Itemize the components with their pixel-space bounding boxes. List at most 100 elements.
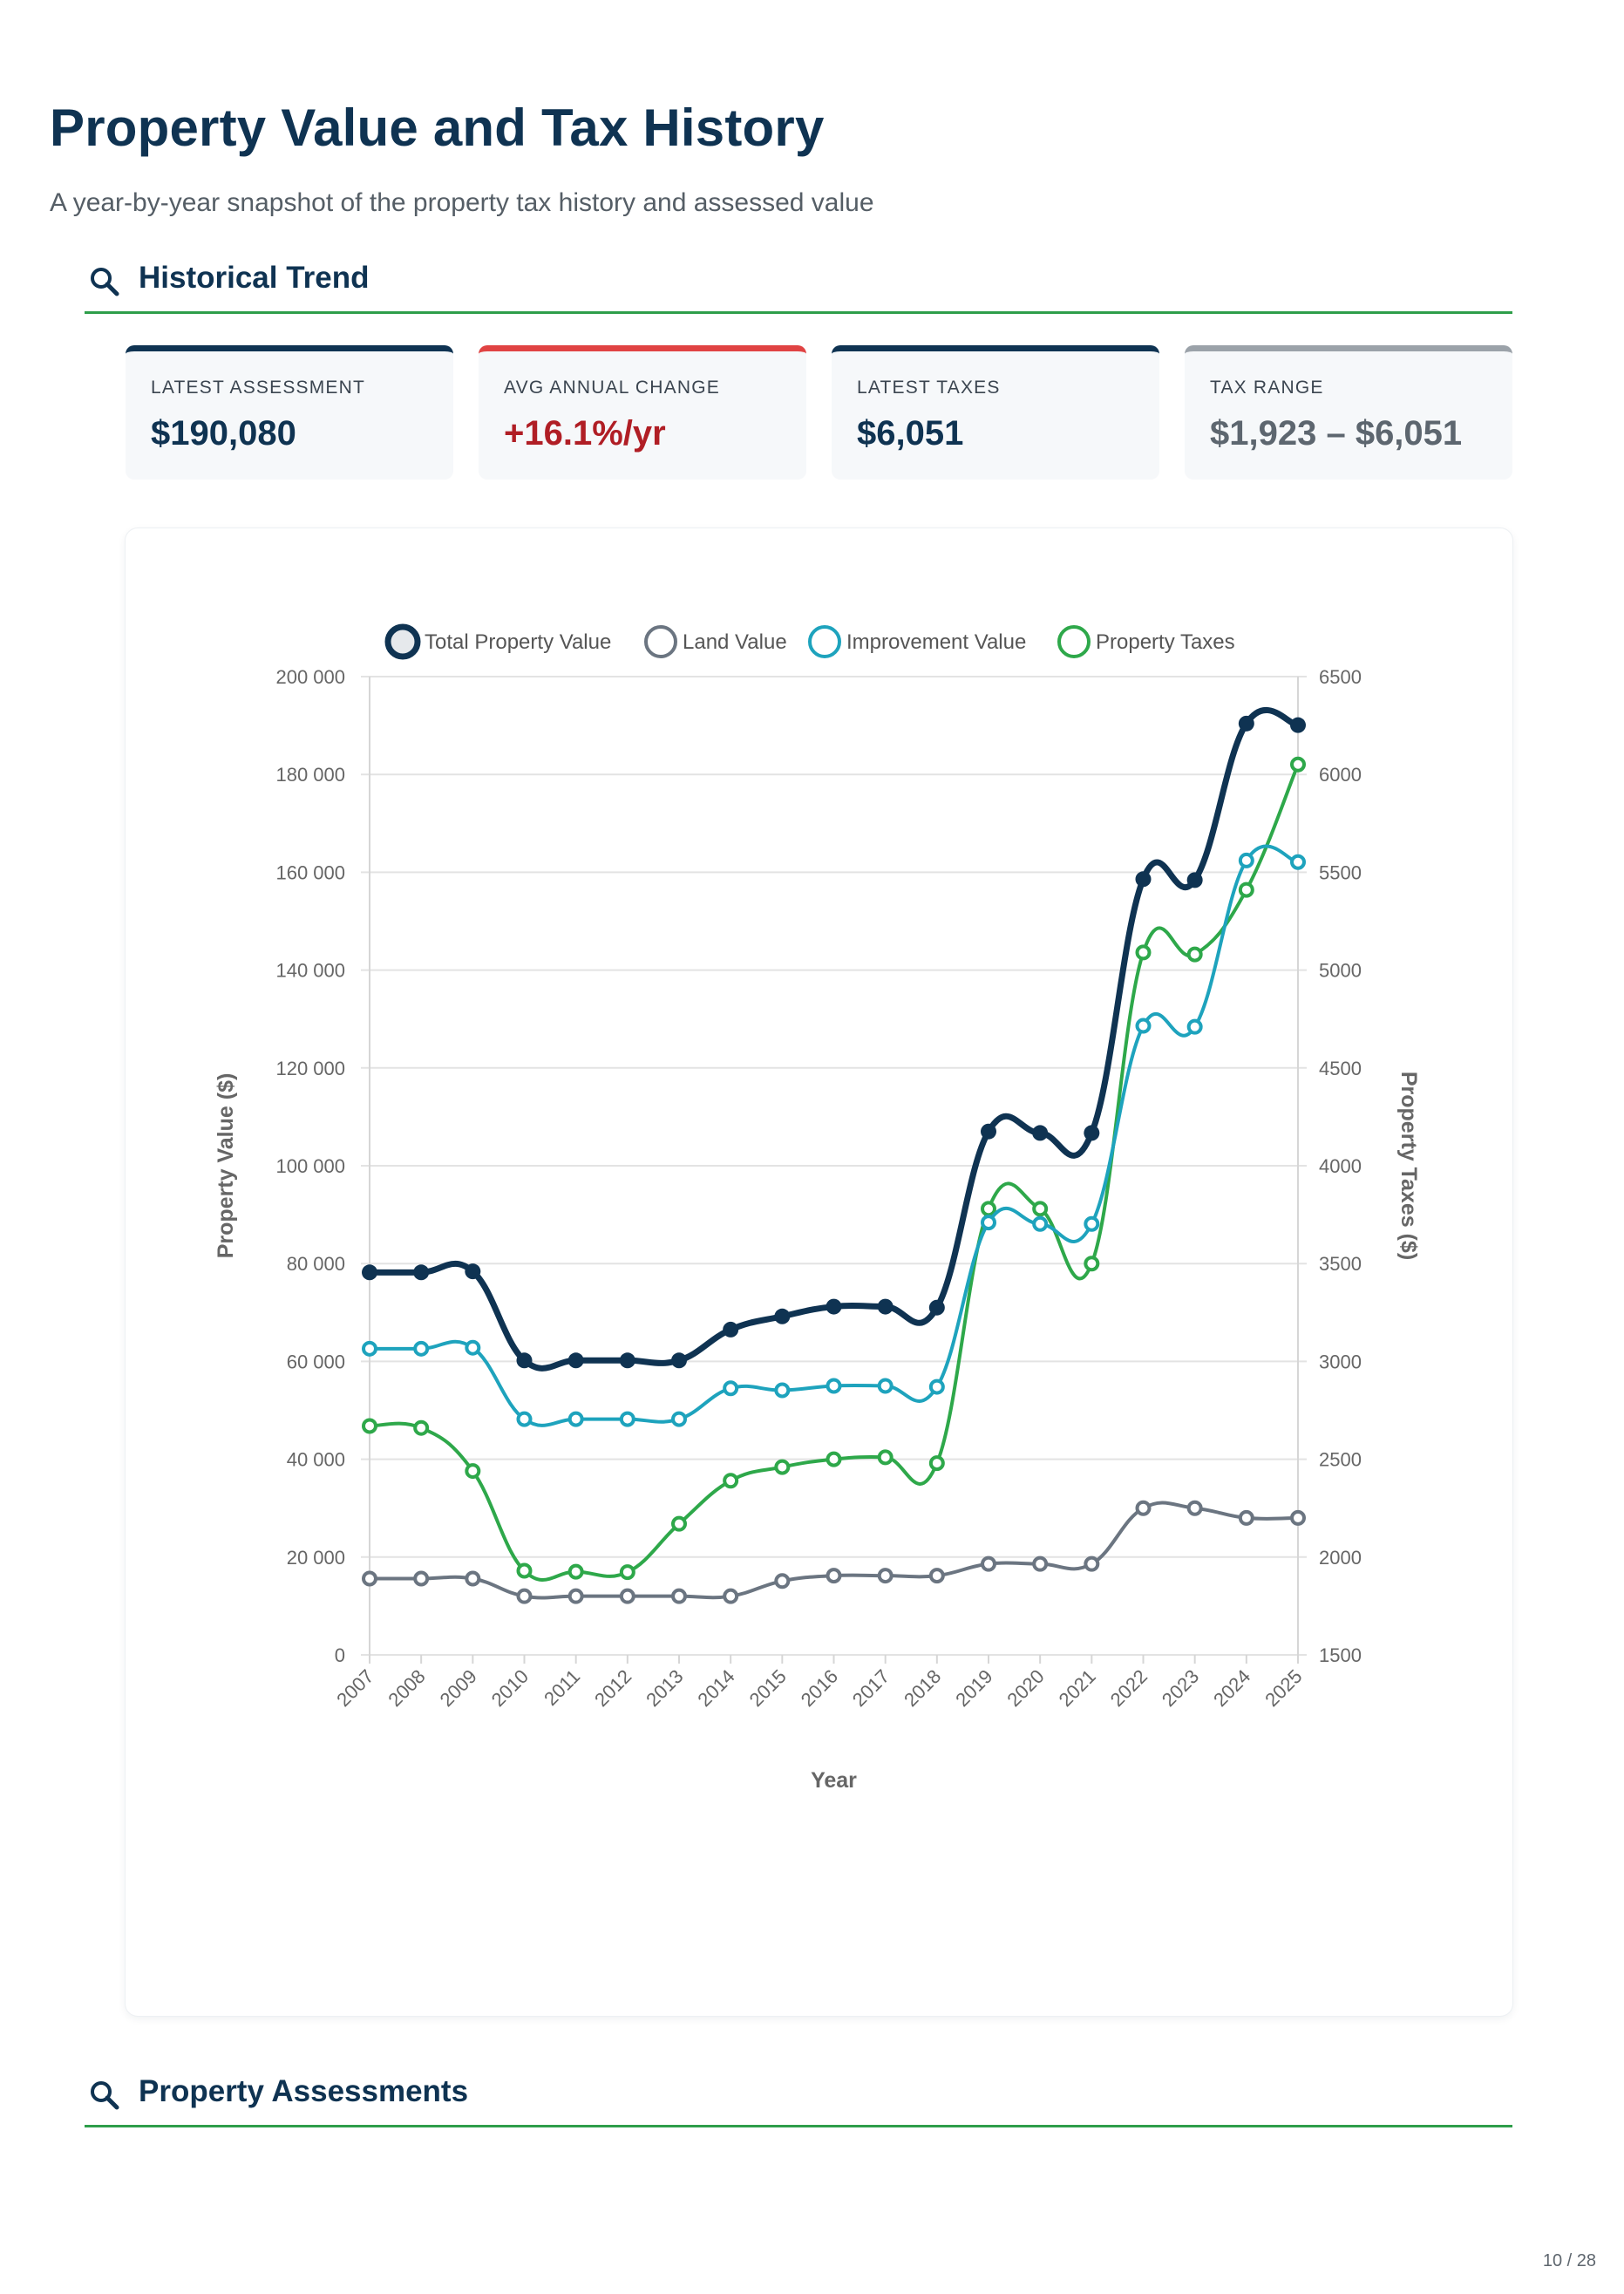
x-tick-label: 2022 — [1106, 1665, 1152, 1711]
y2-tick-label: 2000 — [1319, 1547, 1362, 1569]
card-label: LATEST ASSESSMENT — [151, 378, 366, 398]
y-tick-label: 40 000 — [287, 1449, 345, 1471]
data-point — [1135, 871, 1152, 888]
x-tick-label: 2019 — [951, 1665, 996, 1711]
data-point — [413, 1570, 430, 1587]
data-point — [826, 1298, 842, 1315]
data-point — [516, 1562, 533, 1579]
y-tick-label: 160 000 — [275, 861, 345, 883]
data-point — [413, 1264, 430, 1281]
y-tick-label: 120 000 — [275, 1058, 345, 1079]
summary-cards: LATEST ASSESSMENT $190,080 AVG ANNUAL CH… — [126, 345, 1512, 480]
y2-tick-label: 3000 — [1319, 1351, 1362, 1372]
data-point — [877, 1298, 894, 1315]
y2-tick-label: 4500 — [1319, 1058, 1362, 1079]
page-subtitle: A year-by-year snapshot of the property … — [50, 188, 874, 217]
data-point — [1186, 1500, 1203, 1516]
x-tick-label: 2010 — [487, 1665, 533, 1711]
x-tick-label: 2025 — [1260, 1665, 1306, 1711]
legend-label: Property Taxes — [1096, 630, 1235, 654]
data-point — [413, 1340, 430, 1357]
y-axis-title: Property Value ($) — [214, 1073, 238, 1259]
data-point — [774, 1308, 791, 1324]
data-point — [1135, 1018, 1152, 1034]
x-tick-label: 2011 — [540, 1665, 584, 1710]
data-point — [723, 1473, 739, 1489]
x-tick-label: 2012 — [590, 1665, 635, 1711]
data-point — [671, 1352, 687, 1369]
data-point — [1238, 882, 1254, 898]
data-point — [981, 1123, 996, 1140]
card-latest-taxes: LATEST TAXES $6,051 — [832, 345, 1159, 480]
series-line — [369, 763, 1300, 1582]
data-point — [877, 1449, 894, 1466]
data-point — [1238, 715, 1254, 732]
data-point — [516, 1411, 533, 1427]
data-point — [826, 1568, 842, 1584]
data-point — [1186, 872, 1203, 888]
x-tick-label: 2017 — [848, 1665, 894, 1711]
data-point — [465, 1263, 481, 1280]
data-point — [774, 1573, 791, 1589]
x-tick-label: 2020 — [1002, 1665, 1048, 1711]
y2-tick-label: 1500 — [1319, 1644, 1362, 1666]
data-point — [1032, 1555, 1049, 1572]
x-tick-label: 2023 — [1158, 1665, 1203, 1711]
section-header-property-assessments: Property Assessments — [85, 2073, 1512, 2127]
data-point — [465, 1339, 481, 1356]
data-point — [1290, 854, 1306, 870]
y-tick-label: 60 000 — [287, 1351, 345, 1372]
x-axis-title: Year — [811, 1768, 857, 1793]
data-point — [723, 1588, 739, 1604]
page-number: 10 / 28 — [1542, 2251, 1596, 2270]
x-tick-label: 2021 — [1055, 1665, 1100, 1711]
data-point — [516, 1588, 533, 1604]
x-tick-label: 2007 — [332, 1665, 377, 1711]
x-tick-label: 2016 — [797, 1665, 842, 1711]
data-point — [567, 1588, 584, 1604]
card-label: TAX RANGE — [1210, 378, 1324, 398]
legend-marker — [808, 625, 841, 658]
data-point — [1290, 1509, 1306, 1526]
data-point — [362, 1264, 377, 1281]
page-title: Property Value and Tax History — [50, 99, 825, 157]
data-point — [1186, 946, 1203, 963]
data-point — [465, 1463, 481, 1480]
data-point — [928, 1568, 945, 1584]
data-point — [1186, 1018, 1203, 1035]
data-point — [619, 1411, 635, 1427]
data-point — [619, 1352, 635, 1369]
x-tick-label: 2008 — [384, 1665, 429, 1711]
y-tick-label: 0 — [335, 1644, 345, 1666]
data-point — [1135, 944, 1152, 961]
data-point — [567, 1411, 584, 1427]
data-point — [516, 1352, 533, 1369]
data-point — [774, 1459, 791, 1475]
data-point — [671, 1411, 687, 1427]
card-value: $1,923 – $6,051 — [1210, 414, 1463, 453]
data-point — [1238, 1509, 1254, 1526]
series-line — [369, 844, 1299, 1427]
data-point — [413, 1419, 430, 1436]
x-tick-label: 2009 — [436, 1665, 481, 1711]
data-point — [1084, 1215, 1100, 1232]
y2-tick-label: 6500 — [1319, 666, 1362, 688]
card-value: $6,051 — [857, 414, 964, 453]
data-point — [567, 1563, 584, 1580]
data-point — [826, 1451, 842, 1467]
data-point — [723, 1321, 739, 1338]
y2-axis-title: Property Taxes ($) — [1396, 1072, 1421, 1260]
data-point — [619, 1564, 635, 1581]
legend-label: Total Property Value — [425, 630, 611, 654]
data-point — [567, 1352, 584, 1369]
section-header-historical-trend: Historical Trend — [85, 259, 1512, 314]
legend-marker — [384, 623, 421, 660]
data-point — [362, 1418, 377, 1434]
x-tick-label: 2024 — [1209, 1665, 1254, 1711]
data-point — [362, 1340, 377, 1357]
data-point — [928, 1378, 945, 1395]
search-icon — [91, 268, 119, 296]
data-point — [1238, 852, 1254, 868]
y2-tick-label: 2500 — [1319, 1449, 1362, 1471]
chart-card: 0 20 000 40 000 60 000 80 000 100 000 120 000 1… — [126, 528, 1512, 2016]
